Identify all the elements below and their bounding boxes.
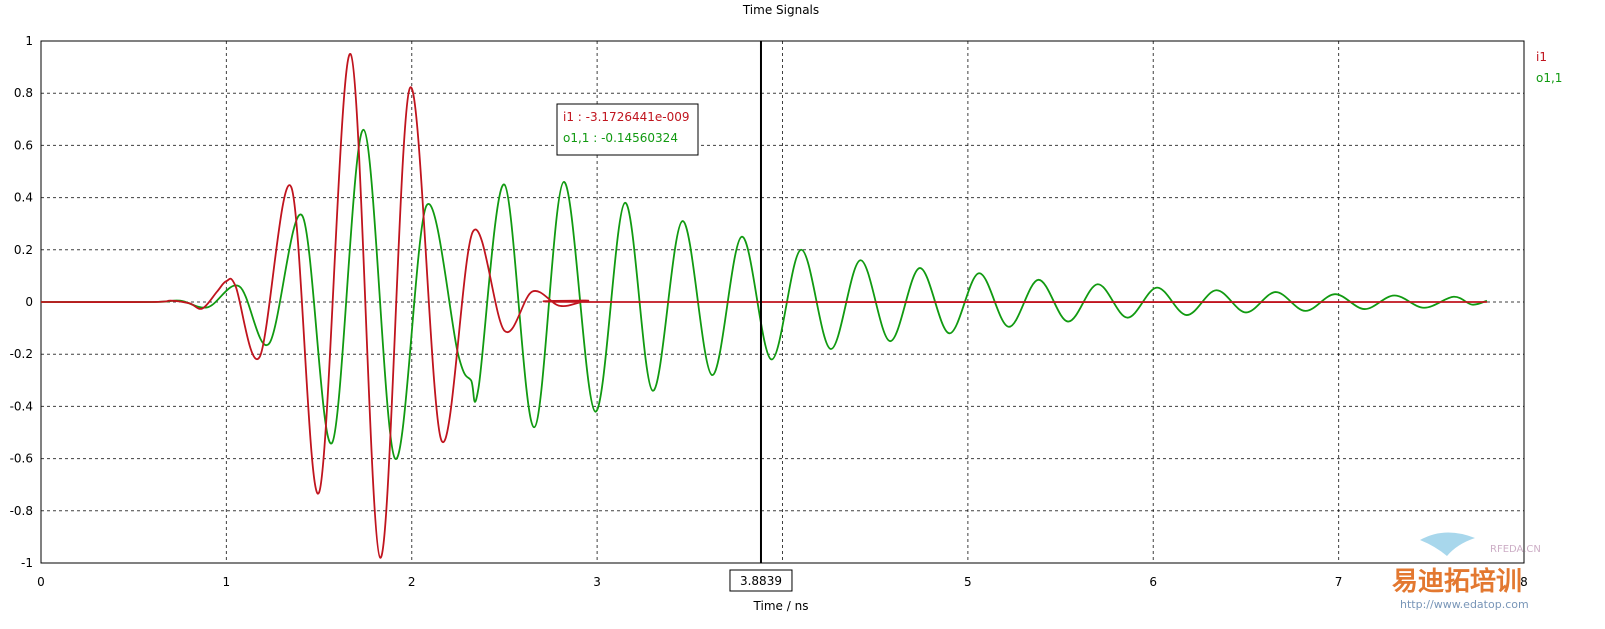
series-layer: [40, 53, 1488, 559]
watermark: RFEDA.CN 易迪拓培训 http://www.edatop.com: [1392, 532, 1541, 611]
x-tick-label: 7: [1335, 575, 1343, 589]
series-line-i1: [40, 53, 1487, 559]
y-tick-label: 0.8: [14, 86, 33, 100]
y-tick-label: 1: [25, 34, 33, 48]
legend-entry-i1[interactable]: i1: [1536, 50, 1547, 64]
legend: i1 o1,1: [1536, 50, 1562, 85]
watermark-site: RFEDA.CN: [1490, 544, 1541, 555]
tick-layer: 0 1 2 3 5 6 7 8 -1 -0.8 -0.6 -0.4 -0.2 0 0.2 0.4 0.6 0.8 1: [10, 34, 1528, 589]
y-tick-label: 0.2: [14, 243, 33, 257]
x-tick-label: 2: [408, 575, 416, 589]
x-tick-label: 6: [1149, 575, 1157, 589]
legend-entry-o11[interactable]: o1,1: [1536, 71, 1562, 85]
y-tick-label: 0.6: [14, 138, 33, 152]
x-tick-label: 5: [964, 575, 972, 589]
bird-logo-icon: [1420, 532, 1475, 556]
series-line-o11: [40, 128, 1488, 460]
y-tick-label: -1: [21, 556, 33, 570]
watermark-brand: 易迪拓培训: [1392, 567, 1522, 597]
x-tick-label: 0: [37, 575, 45, 589]
y-tick-label: 0: [25, 295, 33, 309]
y-tick-label: -0.6: [10, 452, 33, 466]
cursor-x-label-box: [729, 569, 793, 592]
y-tick-label: -0.8: [10, 504, 33, 518]
x-tick-label: 3: [593, 575, 601, 589]
cursor-readout-box: [556, 103, 699, 156]
watermark-url: http://www.edatop.com: [1400, 598, 1529, 611]
x-tick-label: 1: [223, 575, 231, 589]
readout-i1: i1 : -3.1726441e-009: [563, 110, 689, 124]
cursor-x-label: 3.8839: [729, 569, 793, 592]
y-tick-label: -0.2: [10, 347, 33, 361]
readout-o11: o1,1 : -0.14560324: [563, 131, 678, 145]
y-tick-label: -0.4: [10, 399, 33, 413]
y-tick-label: 0.4: [14, 191, 33, 205]
x-tick-label: 8: [1520, 575, 1528, 589]
chart-title: Time Signals: [742, 3, 819, 17]
cursor-readout: i1 : -3.1726441e-009 o1,1 : -0.14560324: [556, 103, 699, 156]
cursor-x-label-text: 3.8839: [740, 574, 782, 588]
x-axis-label: Time / ns: [753, 599, 809, 613]
